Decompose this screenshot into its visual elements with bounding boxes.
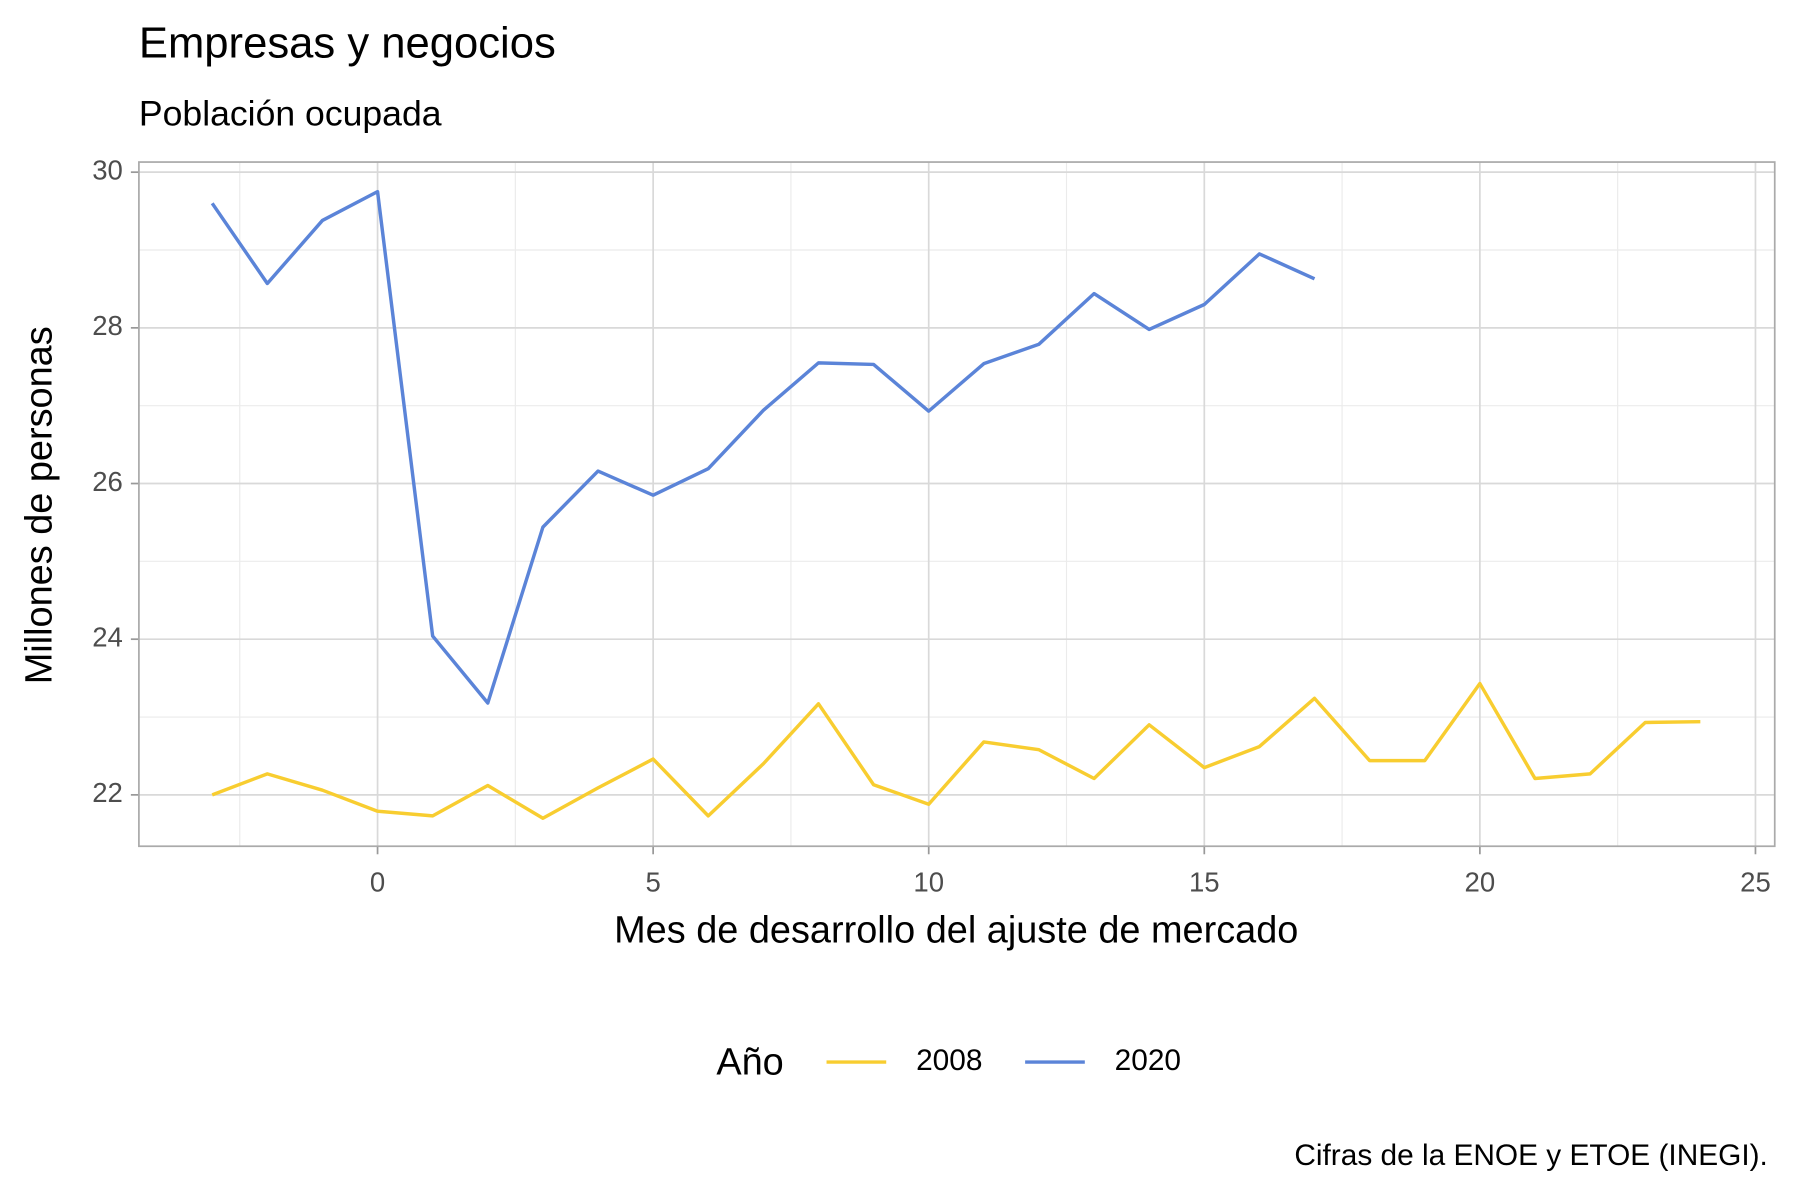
x-tick-label: 10 xyxy=(913,866,944,897)
plot-border xyxy=(138,161,1776,848)
x-tick-label: 5 xyxy=(645,866,660,897)
x-axis-label: Mes de desarrollo del ajuste de mercado xyxy=(614,909,1298,951)
y-tick-label: 28 xyxy=(92,310,123,341)
legend-label: 2008 xyxy=(916,1044,982,1077)
x-tick-label: 25 xyxy=(1740,866,1771,897)
y-tick-label: 24 xyxy=(92,621,123,652)
y-tick-label: 30 xyxy=(92,154,123,185)
y-tick-label: 26 xyxy=(92,466,123,497)
x-tick-label: 15 xyxy=(1189,866,1220,897)
x-tick-label: 0 xyxy=(370,866,385,897)
y-tick-label: 22 xyxy=(92,777,123,808)
data-line xyxy=(211,681,1701,820)
x-tick-label: 20 xyxy=(1465,866,1496,897)
chart-subtitle: Población ocupada xyxy=(139,94,442,134)
y-axis-label: Millones de personas xyxy=(18,326,60,684)
chart-title: Empresas y negocios xyxy=(139,20,556,68)
data-line xyxy=(210,189,1316,705)
caption: Cifras de la ENOE y ETOE (INEGI). xyxy=(1294,1139,1768,1172)
legend-title: Año xyxy=(716,1041,783,1083)
legend-label: 2020 xyxy=(1115,1044,1181,1077)
